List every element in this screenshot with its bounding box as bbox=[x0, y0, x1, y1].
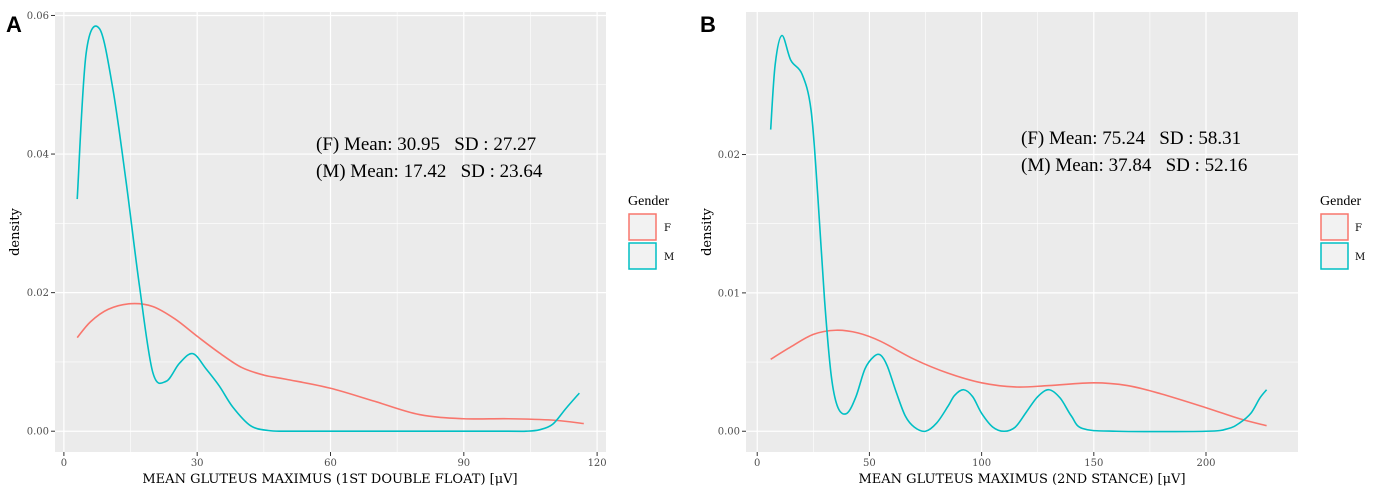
panel-a-annotation-m: (M) Mean: 17.42 SD : 23.64 bbox=[316, 161, 543, 182]
panel-b-legend: Gender F M bbox=[1320, 194, 1365, 270]
panel-b-x-tick-label: 200 bbox=[1196, 458, 1215, 469]
panel-b-legend-key-f bbox=[1320, 213, 1349, 241]
panel-a-legend-title: Gender bbox=[628, 194, 670, 209]
panel-a-y-ticks: 0.00 0.02 0.04 0.06 bbox=[27, 11, 55, 438]
panel-a-y-tick-label: 0.06 bbox=[27, 11, 49, 22]
panel-b-legend-label-m: M bbox=[1355, 252, 1365, 263]
panel-a-legend-label-m: M bbox=[664, 252, 674, 263]
panel-b-y-tick-label: 0.00 bbox=[718, 427, 740, 438]
panel-a-x-tick-label: 120 bbox=[588, 458, 607, 469]
panel-a: A 0 30 60 90 120 0.00 0.02 0.04 0.06 (F) Mean: … bbox=[6, 11, 674, 487]
panel-b-density-line-m bbox=[769, 34, 1268, 433]
panel-b-x-tick-label: 100 bbox=[972, 458, 991, 469]
panel-b-x-tick-label: 50 bbox=[863, 458, 876, 469]
panel-a-x-axis-title: MEAN GLUTEUS MAXIMUS (1ST DOUBLE FLOAT) … bbox=[142, 472, 517, 487]
panel-a-x-ticks: 0 30 60 90 120 bbox=[61, 452, 607, 469]
panel-a-x-tick-label: 90 bbox=[457, 458, 470, 469]
panel-a-legend-key-m bbox=[628, 242, 657, 270]
panel-b-y-tick-label: 0.01 bbox=[718, 288, 740, 299]
panel-a-x-tick-label: 60 bbox=[324, 458, 337, 469]
panel-b-x-axis-title: MEAN GLUTEUS MAXIMUS (2ND STANCE) [μV] bbox=[858, 472, 1185, 487]
panel-a-legend: Gender F M bbox=[628, 194, 674, 270]
panel-a-density-line-f bbox=[76, 302, 584, 425]
panel-b-legend-label-f: F bbox=[1355, 223, 1362, 234]
panel-a-legend-label-f: F bbox=[664, 223, 671, 234]
panel-b-y-axis-title: density bbox=[700, 207, 715, 255]
panel-b-x-tick-label: 0 bbox=[754, 458, 760, 469]
panel-b-legend-title: Gender bbox=[1320, 194, 1362, 209]
panel-a-y-tick-label: 0.00 bbox=[27, 427, 49, 438]
panel-a-x-tick-label: 30 bbox=[191, 458, 204, 469]
panel-a-legend-key-f bbox=[628, 213, 657, 241]
panel-b-x-ticks: 0 50 100 150 200 bbox=[754, 452, 1216, 469]
panel-b-label: B bbox=[700, 12, 716, 37]
panel-a-annotation-f: (F) Mean: 30.95 SD : 27.27 bbox=[316, 134, 536, 155]
panel-a-density-lines bbox=[76, 25, 584, 433]
panel-b-density-lines bbox=[769, 34, 1268, 433]
panel-a-y-tick-label: 0.02 bbox=[27, 288, 49, 299]
panel-a-density-line-m bbox=[76, 25, 580, 433]
panel-a-y-tick-label: 0.04 bbox=[27, 150, 49, 161]
panel-a-x-tick-label: 0 bbox=[61, 458, 67, 469]
panel-b-plot-background bbox=[746, 12, 1298, 452]
panel-a-y-axis-title: density bbox=[8, 207, 23, 255]
panel-b-gridlines bbox=[746, 12, 1298, 452]
panel-b-annotation-m: (M) Mean: 37.84 SD : 52.16 bbox=[1021, 155, 1247, 176]
panel-b-y-ticks: 0.00 0.01 0.02 bbox=[718, 150, 746, 438]
panel-b-x-tick-label: 150 bbox=[1084, 458, 1103, 469]
panel-b-density-line-f bbox=[770, 329, 1267, 427]
panel-b: B 0 50 100 150 200 0.00 0.01 0.02 (F) Mean: 75… bbox=[700, 12, 1365, 487]
panel-a-gridlines bbox=[55, 12, 606, 452]
panel-b-annotation-f: (F) Mean: 75.24 SD : 58.31 bbox=[1021, 128, 1241, 149]
panel-a-label: A bbox=[6, 12, 22, 37]
panel-b-y-tick-label: 0.02 bbox=[718, 150, 740, 161]
panel-b-legend-key-m bbox=[1320, 242, 1349, 270]
